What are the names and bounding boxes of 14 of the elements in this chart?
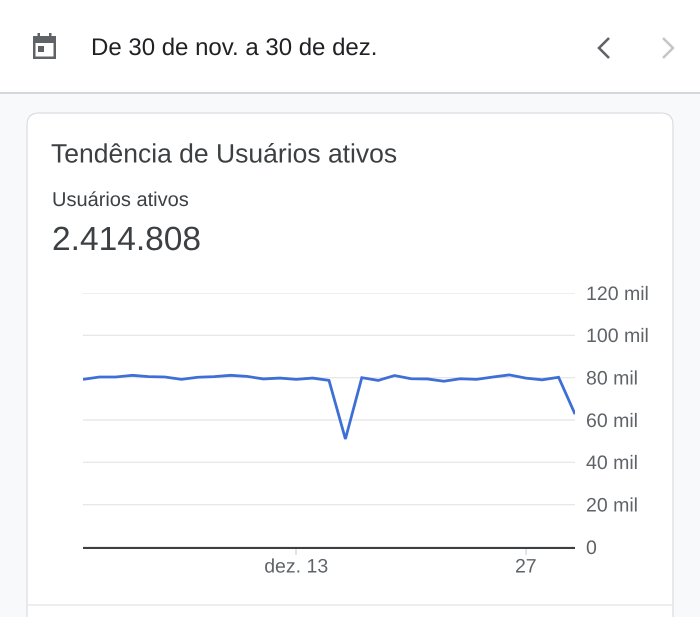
text: Usuários ativos: [52, 189, 189, 211]
y-tick-label: 20 mil: [586, 494, 638, 516]
y-tick-label: 80 mil: [586, 367, 638, 390]
text: 2.414.808: [52, 221, 202, 258]
y-tick-label: 0: [586, 536, 597, 559]
chart-title: Tendência de Usuários ativos: [51, 138, 398, 168]
y-tick-label: 100 mil: [586, 325, 649, 348]
y-tick-label: 120 mil: [586, 282, 649, 305]
text: De 30 de nov. a 30 de dez.: [91, 34, 378, 61]
y-tick-label: 60 mil: [586, 410, 638, 432]
line-series: [83, 374, 575, 440]
y-tick-label: 40 mil: [586, 452, 638, 474]
x-tick-label: dez. 13: [264, 555, 328, 578]
x-tick-label: 27: [514, 555, 537, 578]
